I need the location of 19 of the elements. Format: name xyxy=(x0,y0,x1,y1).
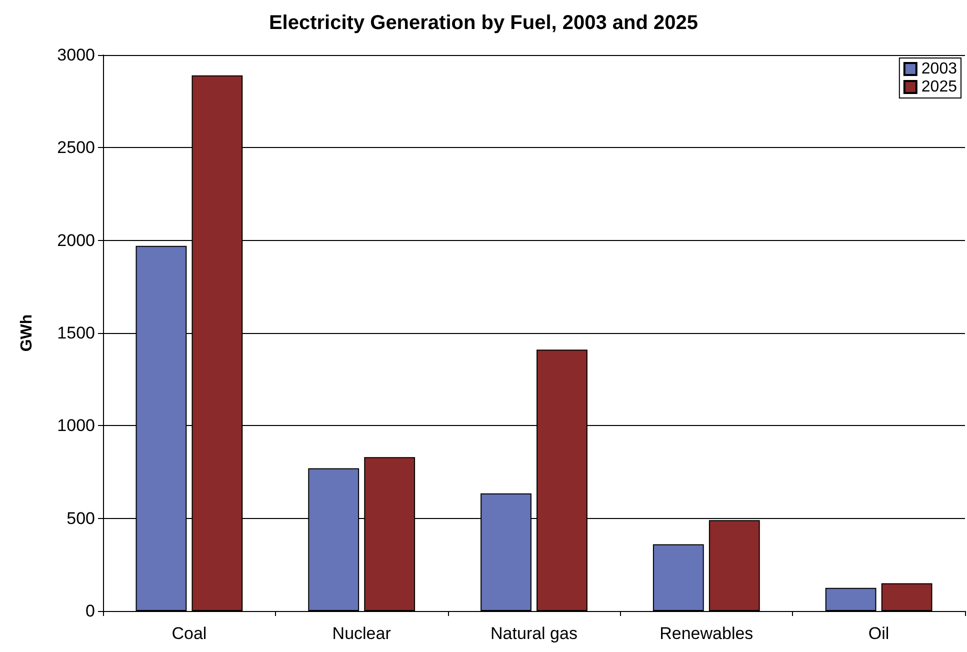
x-tick-label: Natural gas xyxy=(490,624,578,643)
y-axis-title: GWh xyxy=(18,314,36,352)
legend-label: 2003 xyxy=(921,60,958,78)
x-tick-label: Coal xyxy=(172,624,207,643)
y-tick-label: 3000 xyxy=(57,46,95,64)
y-tick-label: 2000 xyxy=(57,230,95,250)
y-tick-label: 500 xyxy=(66,508,95,528)
legend-label: 2025 xyxy=(921,78,958,96)
x-tick-label: Renewables xyxy=(660,624,754,643)
x-tick-label: Nuclear xyxy=(332,624,392,643)
y-tick-label: 2500 xyxy=(57,138,95,158)
bar xyxy=(652,544,704,611)
bar xyxy=(881,583,932,611)
y-tick-label: 0 xyxy=(86,602,95,620)
x-tick-label: Oil xyxy=(868,624,890,643)
chart-title: Electricity Generation by Fuel, 2003 and 2025 xyxy=(268,12,698,34)
y-tick-label: 1500 xyxy=(57,324,95,342)
y-tick-label: 1000 xyxy=(57,416,95,436)
bar xyxy=(825,588,876,611)
